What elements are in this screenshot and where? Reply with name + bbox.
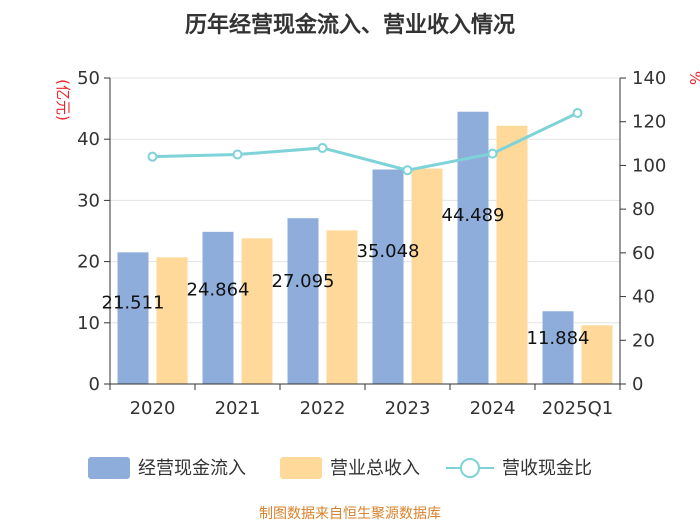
- chart-title: 历年经营现金流入、营业收入情况: [185, 12, 515, 38]
- y-right-tick-label: 60: [632, 243, 655, 264]
- data-label: 24.864: [187, 280, 250, 301]
- bar-cash-inflow: [457, 111, 489, 384]
- y-right-tick-label: 40: [632, 287, 655, 308]
- bar-revenue: [156, 257, 188, 384]
- legend-label: 营业总收入: [330, 458, 420, 479]
- y-right-axis-label: %: [686, 71, 700, 85]
- y-right-tick-label: 20: [632, 330, 655, 351]
- y-right-tick-label: 80: [632, 199, 655, 220]
- legend-swatch-cash-inflow: [88, 457, 130, 479]
- ratio-line: [147, 107, 583, 176]
- x-tick-label: 2020: [130, 398, 176, 419]
- bars: [117, 111, 613, 385]
- data-label: 35.048: [357, 241, 420, 262]
- legend-label: 营收现金比: [502, 458, 592, 479]
- legend-swatch-revenue: [280, 457, 322, 479]
- x-tick-label: 2025Q1: [542, 398, 613, 419]
- ratio-line-point: [317, 142, 328, 153]
- bar-cash-inflow: [117, 252, 149, 384]
- ratio-line-point: [147, 151, 158, 162]
- y-left-tick-label: 20: [77, 252, 100, 273]
- source-note: 制图数据来自恒生聚源数据库: [259, 506, 441, 522]
- data-label: 44.489: [442, 205, 505, 226]
- bar-revenue: [241, 238, 273, 384]
- ratio-line-point: [572, 107, 583, 118]
- bar-cash-inflow: [372, 169, 404, 384]
- y-left-tick-label: 50: [77, 68, 100, 89]
- data-label: 21.511: [102, 292, 165, 313]
- legend: 经营现金流入 营业总收入 营收现金比: [88, 457, 592, 479]
- bar-revenue: [581, 325, 613, 384]
- data-labels: 21.511 24.864 27.095 35.048 44.489 11.884: [102, 205, 590, 349]
- data-label: 11.884: [527, 328, 590, 349]
- ratio-line-path: [152, 111, 579, 172]
- y-right-tick-label: 140: [632, 68, 666, 89]
- data-label: 27.095: [272, 271, 335, 292]
- x-tick-label: 2024: [470, 398, 516, 419]
- bar-revenue: [411, 168, 443, 384]
- legend-label: 经营现金流入: [138, 458, 246, 479]
- y-left-tick-label: 30: [77, 190, 100, 211]
- bar-cash-inflow: [202, 231, 234, 384]
- y-right-tick-label: 0: [632, 374, 643, 395]
- bar-cash-inflow: [542, 311, 574, 384]
- y-left-axis-label: (亿元): [54, 79, 72, 121]
- bar-revenue: [496, 125, 528, 385]
- y-left-tick-label: 0: [89, 374, 100, 395]
- bar-cash-inflow: [287, 218, 319, 384]
- ratio-line-point: [402, 165, 413, 176]
- axes: 0 10 20 30 40 50 0 20 40 60 80 100 120 140 2020 2021 202…: [77, 68, 666, 419]
- y-left-tick-label: 10: [77, 313, 100, 334]
- ratio-line-point: [232, 149, 243, 160]
- x-tick-label: 2021: [215, 398, 261, 419]
- x-tick-label: 2023: [385, 398, 431, 419]
- bar-revenue: [326, 230, 358, 384]
- y-left-tick-label: 40: [77, 129, 100, 150]
- legend-swatch-marker: [460, 458, 480, 478]
- y-right-tick-label: 100: [632, 155, 666, 176]
- ratio-line-point: [487, 148, 498, 159]
- x-tick-label: 2022: [300, 398, 346, 419]
- y-right-tick-label: 120: [632, 112, 666, 133]
